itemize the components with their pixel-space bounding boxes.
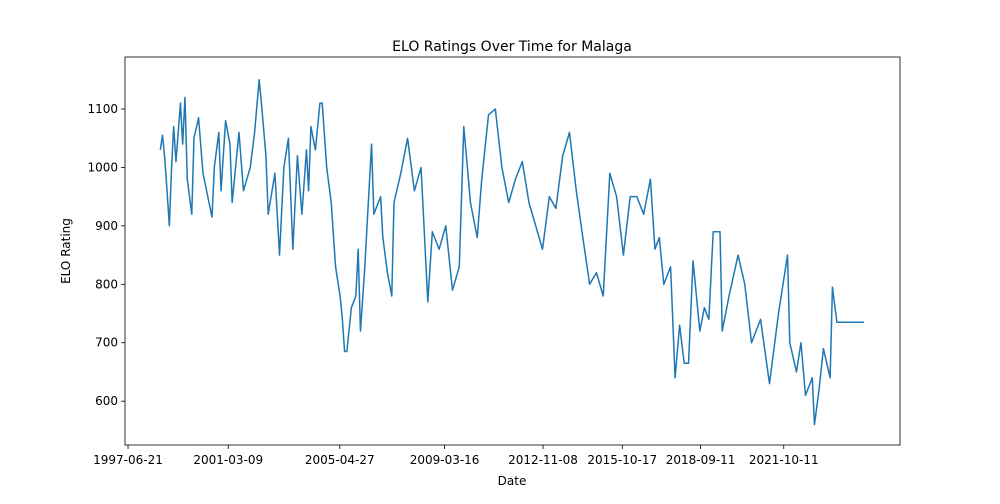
x-tick-label: 2021-10-11 [749,453,819,467]
y-tick-label: 800 [95,277,118,291]
chart-title: ELO Ratings Over Time for Malaga [392,39,632,55]
y-axis-label: ELO Rating [59,218,73,284]
x-tick-label: 2015-10-17 [587,453,657,467]
x-tick-label: 2001-03-09 [193,453,263,467]
y-tick-label: 900 [95,219,118,233]
y-tick-label: 1100 [87,102,118,116]
y-tick-label: 1000 [87,160,118,174]
x-tick-label: 1997-06-21 [93,453,163,467]
x-tick-label: 2009-03-16 [410,453,480,467]
x-tick-label: 2005-04-27 [305,453,375,467]
y-tick-label: 600 [95,394,118,408]
x-axis-label: Date [498,474,527,488]
x-tick-label: 2012-11-08 [508,453,578,467]
x-tick-label: 2018-09-11 [666,453,736,467]
y-tick-label: 700 [95,336,118,350]
line [159,79,864,426]
plot-frame [124,56,901,446]
